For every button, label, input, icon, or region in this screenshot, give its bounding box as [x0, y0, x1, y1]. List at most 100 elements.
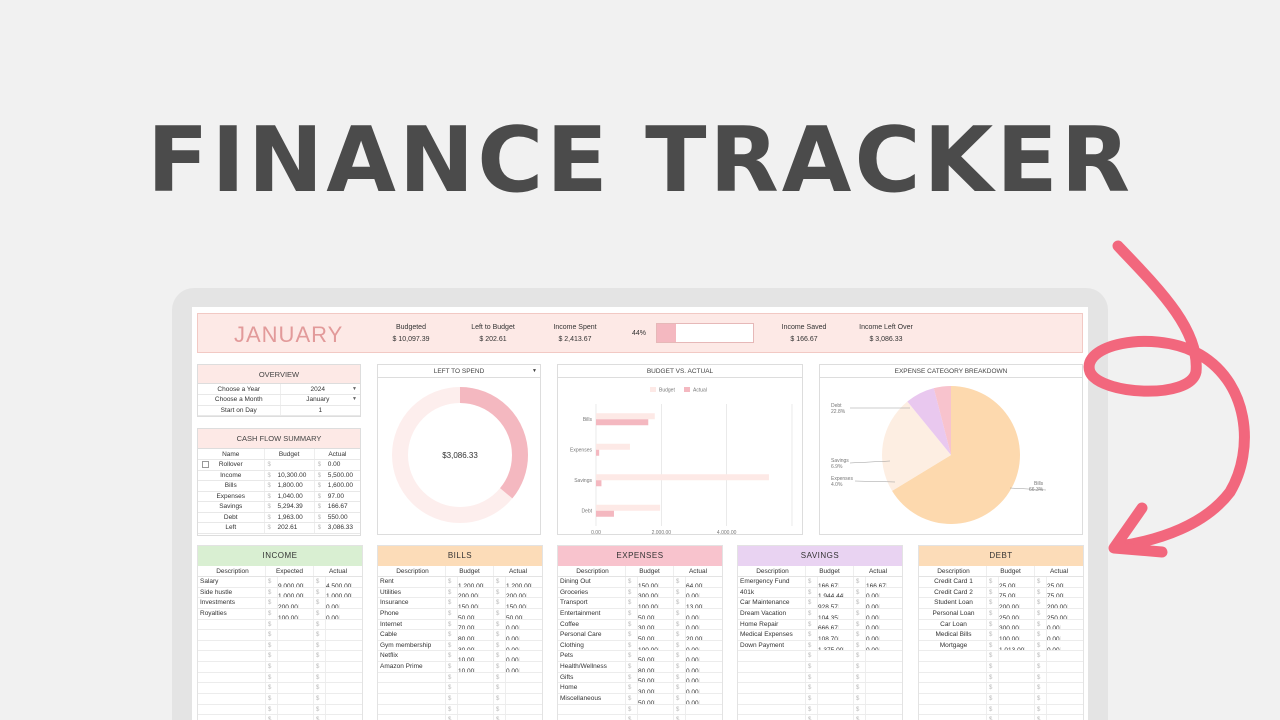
table-row[interactable]: $$ — [378, 704, 542, 716]
row-description[interactable] — [378, 704, 446, 715]
table-row[interactable]: Medical Expenses $108.70 $0.00 — [738, 630, 902, 641]
row-actual-cell[interactable]: $ — [1035, 715, 1083, 720]
row-budget-cell[interactable]: $30.00 — [626, 683, 674, 694]
row-description[interactable] — [919, 683, 987, 694]
table-row[interactable]: 401k $1,944.44 $0.00 — [738, 587, 902, 599]
row-actual-cell[interactable]: $ — [1035, 672, 1083, 683]
row-description[interactable]: 401k — [738, 587, 806, 598]
row-actual-cell[interactable]: $250.00 — [1035, 608, 1083, 619]
row-budget-cell[interactable]: $ — [446, 672, 494, 683]
row-actual-cell[interactable]: $25.00 — [1035, 577, 1083, 587]
row-description[interactable] — [919, 694, 987, 704]
row-actual-cell[interactable]: $ — [314, 694, 362, 704]
row-actual-cell[interactable]: $ — [314, 640, 362, 651]
row-actual-cell[interactable]: $75.00 — [1035, 587, 1083, 598]
row-actual-cell[interactable]: $0.00 — [674, 662, 722, 672]
row-actual-cell[interactable]: $1,000.00 — [314, 587, 362, 598]
row-actual-cell[interactable]: $0.00 — [1035, 630, 1083, 640]
row-description[interactable]: Rent — [378, 577, 446, 587]
chevron-down-icon[interactable]: ▼ — [532, 368, 537, 374]
row-description[interactable] — [198, 694, 266, 704]
table-row[interactable]: $$ — [919, 683, 1083, 695]
row-budget-cell[interactable]: $ — [806, 683, 854, 694]
row-description[interactable]: Cable — [378, 630, 446, 640]
table-row[interactable]: Gym membership $30.00 $0.00 — [378, 640, 542, 652]
table-row[interactable]: Personal Care $50.00 $20.00 — [558, 630, 722, 641]
row-actual-cell[interactable]: $0.00 — [494, 619, 542, 630]
row-budget-cell[interactable]: $ — [626, 715, 674, 720]
row-budget-cell[interactable]: $200.00 — [266, 598, 314, 608]
row-actual-cell[interactable]: $ — [1035, 694, 1083, 704]
table-row[interactable]: $$ — [919, 662, 1083, 673]
table-row[interactable]: $$ — [919, 694, 1083, 705]
row-actual-cell[interactable]: $ — [854, 672, 902, 683]
row-budget-cell[interactable]: $ — [806, 672, 854, 683]
row-budget-cell[interactable]: $100.00 — [626, 598, 674, 608]
row-actual-cell[interactable]: $64.00 — [674, 577, 722, 587]
row-actual-cell[interactable]: $ — [314, 715, 362, 720]
table-row[interactable]: $$ — [378, 683, 542, 695]
table-row[interactable]: $$ — [919, 651, 1083, 663]
row-actual-cell[interactable]: $ — [854, 694, 902, 704]
row-description[interactable]: Miscellaneous — [558, 694, 626, 704]
row-budget-cell[interactable]: $100.00 — [626, 640, 674, 651]
row-actual-cell[interactable]: $ — [1035, 651, 1083, 662]
row-description[interactable]: Entertainment — [558, 608, 626, 619]
row-actual-cell[interactable]: $ — [854, 683, 902, 694]
row-actual-cell[interactable]: $0.00 — [674, 619, 722, 630]
row-actual-cell[interactable]: $0.00 — [674, 608, 722, 619]
row-description[interactable] — [738, 683, 806, 694]
row-actual-cell[interactable]: $ — [1035, 683, 1083, 694]
row-budget-cell[interactable]: $666.67 — [806, 619, 854, 630]
table-row[interactable]: $$ — [738, 694, 902, 705]
row-actual-cell[interactable]: $0.00 — [674, 587, 722, 598]
table-row[interactable]: $$ — [378, 694, 542, 705]
table-row[interactable]: Credit Card 1 $25.00 $25.00 — [919, 577, 1083, 588]
row-budget-cell[interactable]: $ — [266, 651, 314, 662]
row-budget-cell[interactable]: $1,013.00 — [987, 640, 1035, 651]
row-description[interactable]: Health/Wellness — [558, 662, 626, 672]
table-row[interactable]: Investments $200.00 $0.00 — [198, 598, 362, 609]
row-actual-cell[interactable]: $0.00 — [674, 672, 722, 683]
row-budget-cell[interactable]: $ — [987, 683, 1035, 694]
row-description[interactable] — [919, 715, 987, 720]
row-description[interactable] — [738, 715, 806, 720]
table-row[interactable]: $$ — [198, 715, 362, 720]
row-actual-cell[interactable]: $0.00 — [854, 640, 902, 651]
row-actual-cell[interactable]: $0.00 — [854, 608, 902, 619]
row-budget-cell[interactable]: $ — [266, 672, 314, 683]
row-actual-cell[interactable]: $ — [314, 630, 362, 640]
dropdown-arrow-icon[interactable]: ▼ — [352, 396, 357, 403]
row-actual-cell[interactable]: $ — [854, 715, 902, 720]
row-budget-cell[interactable]: $50.00 — [626, 694, 674, 704]
row-description[interactable]: Gym membership — [378, 640, 446, 651]
row-description[interactable] — [198, 630, 266, 640]
row-actual-cell[interactable]: $200.00 — [1035, 598, 1083, 608]
table-row[interactable]: Royalties $100.00 $0.00 — [198, 608, 362, 620]
row-budget-cell[interactable]: $104.35 — [806, 608, 854, 619]
row-description[interactable]: Student Loan — [919, 598, 987, 608]
row-actual-cell[interactable]: $ — [494, 672, 542, 683]
row-description[interactable]: Car Maintenance — [738, 598, 806, 608]
row-actual-cell[interactable]: $ — [314, 704, 362, 715]
row-description[interactable]: Personal Care — [558, 630, 626, 640]
row-actual-cell[interactable]: $166.67 — [854, 577, 902, 587]
row-actual-cell[interactable]: $150.00 — [494, 598, 542, 608]
row-description[interactable]: Amazon Prime — [378, 662, 446, 672]
row-description[interactable] — [198, 704, 266, 715]
row-description[interactable]: Coffee — [558, 619, 626, 630]
table-row[interactable]: Car Loan $300.00 $0.00 — [919, 619, 1083, 631]
dropdown-arrow-icon[interactable]: ▼ — [352, 385, 357, 392]
row-description[interactable]: Gifts — [558, 672, 626, 683]
table-row[interactable]: Coffee $30.00 $0.00 — [558, 619, 722, 631]
row-budget-cell[interactable]: $ — [266, 630, 314, 640]
row-budget-cell[interactable]: $ — [266, 640, 314, 651]
row-budget-cell[interactable]: $ — [806, 704, 854, 715]
row-description[interactable]: Royalties — [198, 608, 266, 619]
table-row[interactable]: Home Repair $666.67 $0.00 — [738, 619, 902, 631]
table-row[interactable]: Student Loan $200.00 $200.00 — [919, 598, 1083, 609]
row-description[interactable]: Utilities — [378, 587, 446, 598]
row-actual-cell[interactable]: $0.00 — [494, 640, 542, 651]
row-description[interactable] — [738, 694, 806, 704]
table-row[interactable]: $$ — [198, 640, 362, 652]
